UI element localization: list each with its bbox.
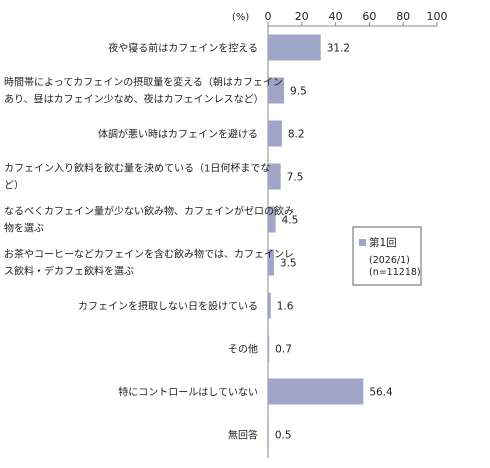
bar — [268, 378, 364, 405]
category-label: あり、昼はカフェイン少なめ、夜はカフェインレスなど） — [4, 93, 264, 106]
category-label: カフェイン入り飲料を飲む量を決めている（1日何杯までな — [4, 162, 270, 175]
x-tick-label: 80 — [396, 10, 410, 23]
legend-detail: (2026/1) — [369, 255, 410, 266]
category-label: その他 — [228, 343, 258, 356]
labels-layer: 31.2 夜や寝る前はカフェインを控える 9.5 時間帯によってカフェインの摂取量を変… — [4, 42, 393, 442]
legend-title: 第1回 — [369, 236, 397, 249]
legend-detail: (n=11218) — [369, 267, 421, 278]
category-label: 特にコントロールはしていない — [118, 387, 258, 399]
value-label: 56.4 — [369, 387, 393, 399]
legend-swatch — [359, 239, 366, 246]
bar — [268, 163, 281, 190]
category-label: なるべくカフェイン量が少ない飲み物、カフェインがゼロの飲み — [4, 205, 294, 218]
x-tick-label: 20 — [295, 10, 309, 23]
value-label: 9.5 — [290, 86, 307, 98]
bar — [268, 421, 269, 448]
value-label: 0.7 — [275, 344, 292, 356]
value-label: 4.5 — [282, 215, 299, 227]
bar — [268, 249, 274, 276]
bar — [268, 120, 282, 147]
bar — [268, 206, 276, 233]
x-tick-label: 40 — [329, 10, 343, 23]
bar — [268, 34, 321, 61]
category-label: 時間帯によってカフェインの摂取量を変える（朝はカフェイン — [4, 76, 283, 89]
value-label: 1.6 — [277, 301, 294, 313]
legend-box — [352, 226, 422, 286]
category-label: お茶やコーヒーなどカフェインを含む飲み物では、カフェインレ — [4, 248, 294, 261]
value-label: 3.5 — [280, 258, 297, 270]
x-tick-label: 100 — [427, 10, 448, 23]
x-tick-label: 60 — [362, 10, 376, 23]
value-label: 8.2 — [288, 129, 305, 141]
bar — [268, 77, 285, 104]
value-label: 0.5 — [275, 430, 292, 442]
bars-layer — [268, 34, 364, 448]
category-label: 夜や寝る前はカフェインを控える — [108, 42, 258, 55]
category-label: ス飲料・デカフェ飲料を選ぶ — [4, 265, 134, 278]
value-label: 31.2 — [327, 43, 350, 55]
category-label: 物を選ぶ — [4, 222, 44, 235]
bar — [268, 335, 270, 362]
category-label: 体調が悪い時はカフェインを避ける — [98, 128, 258, 141]
category-label: ど） — [4, 180, 24, 192]
value-label: 7.5 — [287, 172, 304, 184]
category-label: カフェインを摂取しない日を設けている — [78, 300, 258, 313]
category-label: 無回答 — [228, 429, 258, 442]
bar — [268, 292, 271, 319]
unit-label: (%) — [232, 12, 249, 23]
x-tick-label: 0 — [265, 10, 272, 23]
legend-layer: 第1回 (2026/1)(n=11218) — [352, 226, 422, 286]
